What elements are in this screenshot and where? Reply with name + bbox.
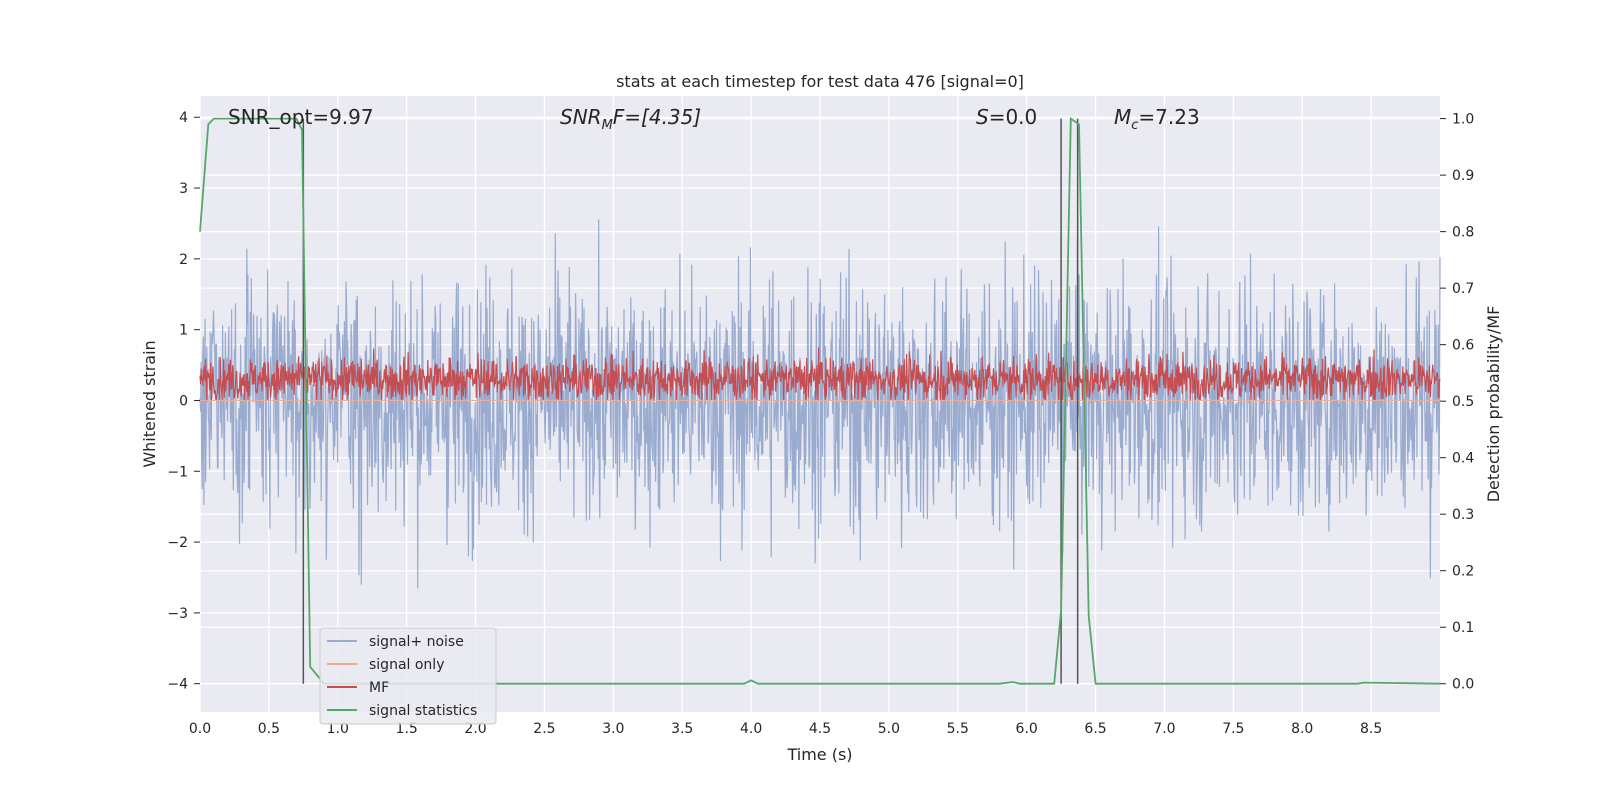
y-right-axis-label: Detection probability/MF: [1484, 306, 1503, 503]
x-tick-label: 6.5: [1084, 721, 1106, 737]
legend-label-mf: MF: [369, 680, 389, 696]
x-tick-label: 4.5: [809, 721, 831, 737]
y-tick-label: −1: [167, 464, 188, 480]
y-tick-label: 3: [179, 181, 188, 197]
series-signal-statistics: [199, 116, 1441, 685]
x-tick-label: 1.0: [327, 721, 349, 737]
y-right-tick-label: 0.8: [1452, 225, 1474, 241]
y-tick-label: 2: [179, 252, 188, 268]
x-tick-label: 1.5: [396, 721, 418, 737]
x-tick-label: 7.5: [1222, 721, 1244, 737]
legend-label-stat: signal statistics: [369, 703, 477, 719]
y-tick-label: −3: [167, 606, 188, 622]
legend-box: [319, 627, 497, 725]
x-tick-label: 7.0: [1153, 721, 1175, 737]
noise-line: [199, 219, 1441, 589]
annotation-mc: Mc=7.23: [1114, 105, 1200, 133]
legend-label-signal: signal only: [369, 657, 444, 673]
mf-line: [199, 347, 1441, 402]
y-tick-label: 0: [179, 393, 188, 409]
legend-label-noise: signal+ noise: [369, 634, 464, 650]
y-right-tick-label: 0.4: [1452, 451, 1474, 467]
chart-title: stats at each timestep for test data 476…: [616, 72, 1024, 91]
y-tick-label: 4: [179, 110, 188, 126]
legend: signal+ noise signal only MF signal stat…: [319, 627, 497, 725]
annotation-snr-mf: SNRMF=[4.35]: [560, 105, 701, 133]
y-right-tick-label: 1.0: [1452, 112, 1474, 128]
signal-statistics-line: [199, 116, 1441, 685]
y-right-tick-label: 0.3: [1452, 507, 1474, 523]
y-right-tick-label: 0.9: [1452, 168, 1474, 184]
y-right-tick-label: 0.1: [1452, 620, 1474, 636]
series-signal-noise: [199, 219, 1441, 589]
annotation-snr-opt: SNR_opt=9.97: [228, 105, 374, 129]
y-axis-ticks: 4 3 2 1 0 −1 −2 −3 −4: [167, 110, 200, 693]
x-axis-label: Time (s): [786, 745, 852, 764]
y-tick-label: −2: [167, 535, 188, 551]
y-tick-label: 1: [179, 323, 188, 339]
x-tick-label: 2.5: [533, 721, 555, 737]
annotations: SNR_opt=9.97 SNRMF=[4.35] S=0.0 Mc=7.23: [228, 105, 1200, 133]
x-tick-label: 0.0: [189, 721, 211, 737]
y-right-tick-label: 0.5: [1452, 394, 1474, 410]
x-tick-label: 6.0: [1016, 721, 1038, 737]
x-tick-label: 2.0: [464, 721, 486, 737]
x-tick-label: 4.0: [740, 721, 762, 737]
x-tick-label: 5.0: [878, 721, 900, 737]
x-tick-label: 0.5: [258, 721, 280, 737]
x-tick-label: 5.5: [947, 721, 969, 737]
x-tick-label: 3.0: [602, 721, 624, 737]
y-right-axis-ticks: 1.0 0.9 0.8 0.7 0.6 0.5 0.4 0.3 0.2 0.1 0.0: [1440, 112, 1474, 693]
y-right-tick-label: 0.7: [1452, 281, 1474, 297]
x-tick-label: 3.5: [671, 721, 693, 737]
x-tick-label: 8.5: [1360, 721, 1382, 737]
y-right-tick-label: 0.2: [1452, 564, 1474, 580]
x-tick-label: 8.0: [1291, 721, 1313, 737]
y-tick-label: −4: [167, 677, 188, 693]
annotation-s: S=0.0: [976, 105, 1037, 129]
x-axis-ticks: 0.0 0.5 1.0 1.5 2.0 2.5 3.0 3.5 4.0 4.5 5.0 5.5 6.0 6…: [189, 721, 1382, 737]
y-right-tick-label: 0.6: [1452, 338, 1474, 354]
series-mf: [199, 347, 1441, 402]
y-axis-label: Whitened strain: [140, 340, 159, 467]
y-right-tick-label: 0.0: [1452, 677, 1474, 693]
